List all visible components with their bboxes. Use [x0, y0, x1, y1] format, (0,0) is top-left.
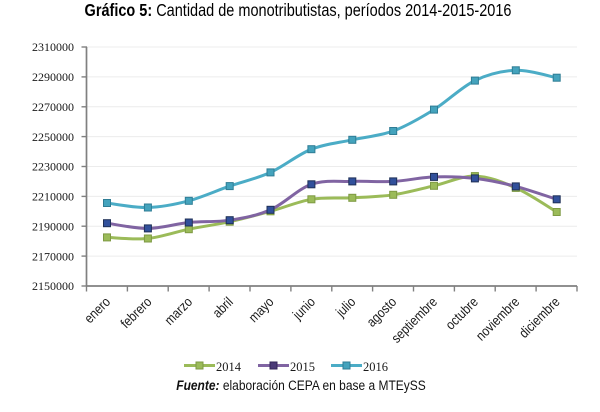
svg-text:2230000: 2230000 [32, 160, 74, 174]
svg-text:2016: 2016 [363, 360, 388, 374]
svg-text:2014: 2014 [216, 360, 242, 374]
svg-text:2170000: 2170000 [32, 249, 74, 263]
svg-text:2210000: 2210000 [32, 190, 74, 204]
svg-text:2250000: 2250000 [32, 130, 74, 144]
svg-text:2190000: 2190000 [32, 219, 74, 233]
svg-text:2015: 2015 [290, 360, 315, 374]
svg-text:2150000: 2150000 [32, 279, 74, 293]
svg-text:2310000: 2310000 [32, 40, 74, 54]
svg-text:2270000: 2270000 [32, 100, 74, 114]
svg-text:2290000: 2290000 [32, 70, 74, 84]
